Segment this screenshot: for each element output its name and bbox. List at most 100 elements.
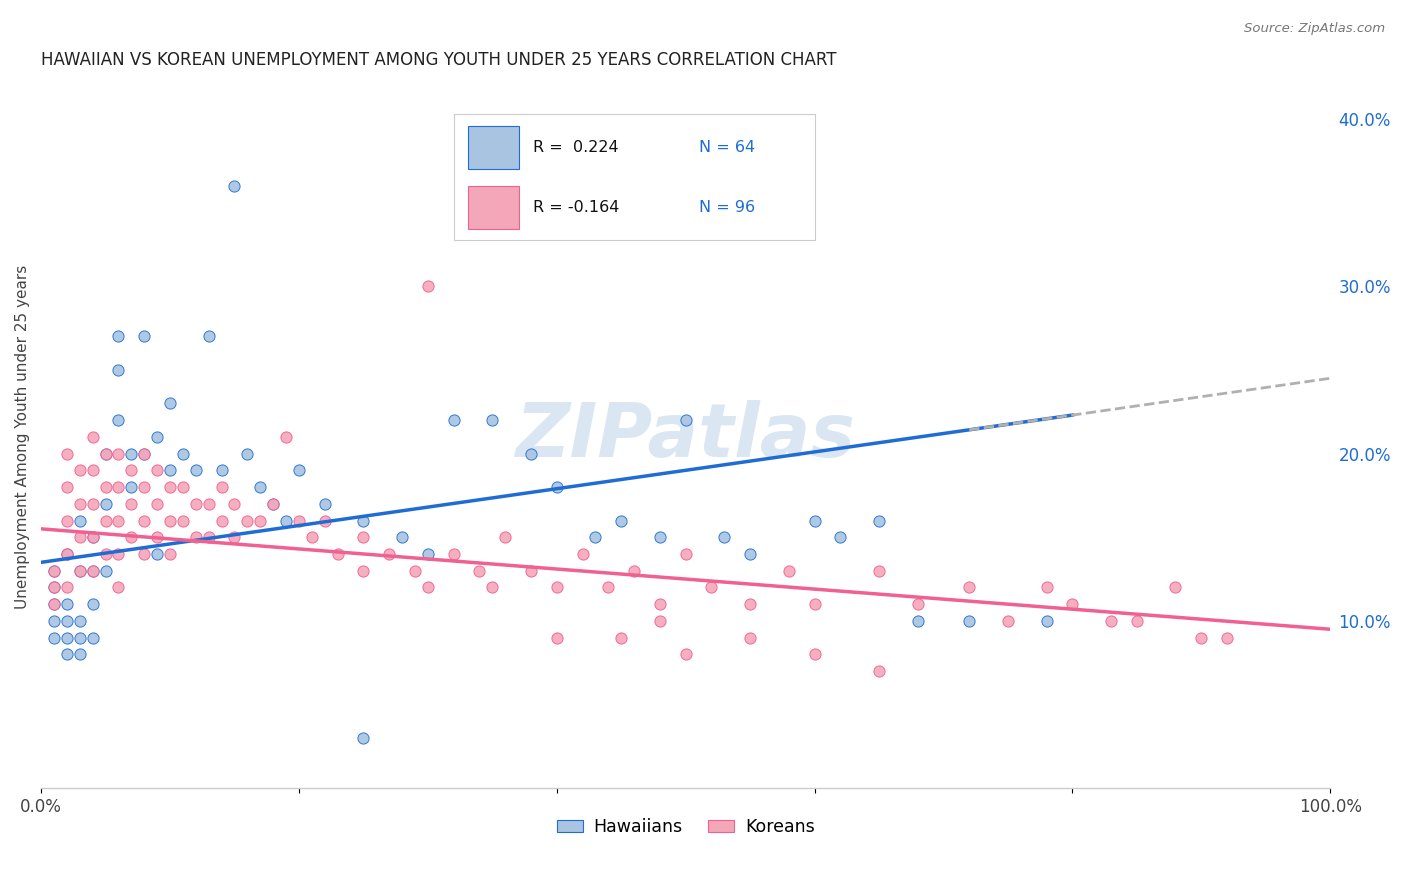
Point [274, 514, 297, 528]
Point [494, 530, 516, 544]
Point [1126, 614, 1149, 628]
Point [326, 547, 349, 561]
Point [610, 514, 633, 528]
Point [262, 497, 284, 511]
Point [134, 547, 156, 561]
Point [56, 547, 79, 561]
Point [69, 631, 91, 645]
Point [56, 581, 79, 595]
Point [957, 581, 980, 595]
Point [42, 564, 65, 578]
Point [69, 514, 91, 528]
Point [352, 731, 374, 745]
Point [648, 530, 671, 544]
Point [82, 430, 104, 444]
Point [42, 614, 65, 628]
Point [107, 413, 129, 427]
Point [738, 597, 761, 611]
Point [94, 547, 117, 561]
Point [778, 564, 800, 578]
Point [868, 664, 890, 678]
Point [997, 614, 1019, 628]
Point [314, 514, 336, 528]
Point [146, 463, 169, 477]
Point [468, 564, 491, 578]
Point [69, 564, 91, 578]
Point [159, 396, 181, 410]
Point [1164, 581, 1187, 595]
Point [42, 597, 65, 611]
Point [416, 279, 439, 293]
Point [249, 480, 271, 494]
Point [197, 329, 219, 343]
Point [1216, 631, 1239, 645]
Point [56, 597, 79, 611]
Point [249, 514, 271, 528]
Point [288, 463, 311, 477]
Point [82, 497, 104, 511]
Point [107, 547, 129, 561]
Point [583, 530, 606, 544]
Point [56, 514, 79, 528]
Point [713, 530, 735, 544]
Point [172, 480, 194, 494]
Point [69, 463, 91, 477]
Point [443, 547, 465, 561]
Point [184, 497, 207, 511]
Point [274, 430, 297, 444]
Point [56, 446, 79, 460]
Point [610, 631, 633, 645]
Point [94, 446, 117, 460]
Point [120, 497, 142, 511]
Point [623, 564, 645, 578]
Point [107, 581, 129, 595]
Point [197, 530, 219, 544]
Point [675, 547, 697, 561]
Point [56, 547, 79, 561]
Point [120, 480, 142, 494]
Point [42, 581, 65, 595]
Point [134, 329, 156, 343]
Point [262, 497, 284, 511]
Point [648, 597, 671, 611]
Point [443, 413, 465, 427]
Point [1062, 597, 1084, 611]
Point [134, 446, 156, 460]
Point [82, 631, 104, 645]
Point [1189, 631, 1212, 645]
Point [211, 514, 233, 528]
Point [69, 530, 91, 544]
Point [1099, 614, 1122, 628]
Point [134, 480, 156, 494]
Point [416, 581, 439, 595]
Point [69, 497, 91, 511]
Point [56, 648, 79, 662]
Point [82, 530, 104, 544]
Text: Source: ZipAtlas.com: Source: ZipAtlas.com [1244, 22, 1385, 36]
Point [107, 446, 129, 460]
Point [56, 614, 79, 628]
Point [378, 547, 401, 561]
Point [107, 480, 129, 494]
Point [94, 446, 117, 460]
Point [546, 631, 568, 645]
Point [520, 446, 543, 460]
Point [224, 530, 246, 544]
Point [159, 463, 181, 477]
Point [69, 614, 91, 628]
Point [146, 430, 169, 444]
Point [738, 547, 761, 561]
Point [957, 614, 980, 628]
Point [172, 446, 194, 460]
Point [224, 178, 246, 193]
Point [868, 514, 890, 528]
Point [907, 597, 929, 611]
Point [107, 329, 129, 343]
Point [481, 581, 503, 595]
Point [352, 530, 374, 544]
Point [211, 463, 233, 477]
Point [184, 463, 207, 477]
Point [520, 564, 543, 578]
Point [69, 564, 91, 578]
Point [675, 648, 697, 662]
